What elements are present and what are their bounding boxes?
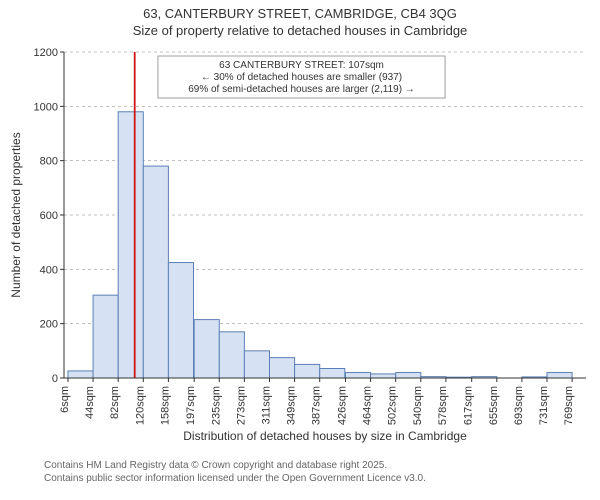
x-tick-label: 197sqm — [185, 386, 197, 425]
y-tick-label: 800 — [40, 156, 58, 168]
y-tick-label: 400 — [40, 264, 58, 276]
x-tick-label: 502sqm — [387, 386, 399, 425]
y-axis-label: Number of detached properties — [9, 132, 23, 297]
annotation-line: ← 30% of detached houses are smaller (93… — [201, 72, 402, 83]
histogram-bar — [547, 373, 572, 378]
histogram-bar — [93, 295, 118, 378]
histogram-bar — [345, 373, 370, 378]
annotation-line: 69% of semi-detached houses are larger (… — [188, 84, 415, 95]
footer-line-1: Contains HM Land Registry data © Crown c… — [44, 460, 600, 473]
x-tick-label: 578sqm — [437, 386, 449, 425]
histogram-bar — [269, 358, 294, 378]
x-tick-label: 655sqm — [488, 386, 500, 425]
x-tick-label: 120sqm — [134, 386, 146, 425]
page-title: 63, CANTERBURY STREET, CAMBRIDGE, CB4 3Q… — [0, 6, 600, 21]
x-tick-label: 464sqm — [362, 386, 374, 425]
y-tick-label: 600 — [40, 210, 58, 222]
x-tick-label: 273sqm — [235, 386, 247, 425]
x-tick-label: 731sqm — [538, 386, 550, 425]
histogram-bar — [371, 374, 396, 378]
y-tick-label: 1200 — [34, 47, 58, 59]
y-tick-label: 1000 — [34, 101, 58, 113]
y-tick-label: 0 — [52, 373, 58, 385]
histogram-bar — [118, 112, 143, 378]
x-tick-label: 82sqm — [109, 386, 121, 419]
histogram-bar — [320, 368, 345, 378]
histogram-bar — [295, 364, 320, 378]
x-tick-label: 44sqm — [84, 386, 96, 419]
histogram-chart: 0 200 400 600 800 1000 1200 63 CANTERBURY STREE… — [0, 38, 600, 458]
x-tick-label: 387sqm — [311, 386, 323, 425]
footer-line-2: Contains public sector information licen… — [44, 473, 600, 486]
x-tick-label: 540sqm — [412, 386, 424, 425]
histogram-bar — [396, 373, 421, 378]
x-tick-label: 349sqm — [286, 386, 298, 425]
histogram-bar — [168, 263, 193, 378]
x-tick-label: 311sqm — [260, 386, 272, 424]
histogram-bar — [219, 332, 244, 378]
histogram-bar — [143, 166, 168, 378]
x-axis-label: Distribution of detached houses by size … — [183, 429, 467, 443]
histogram-bar — [68, 371, 93, 378]
x-tick-label: 158sqm — [159, 386, 171, 425]
y-tick-label: 200 — [40, 319, 58, 331]
x-tick-label: 235sqm — [210, 386, 222, 425]
x-tick-label: 769sqm — [563, 386, 575, 425]
histogram-bar — [194, 320, 219, 378]
page-subtitle: Size of property relative to detached ho… — [0, 23, 600, 38]
annotation-line: 63 CANTERBURY STREET: 107sqm — [219, 60, 384, 71]
x-tick-label: 426sqm — [336, 386, 348, 425]
x-tick-label: 6sqm — [59, 386, 71, 413]
histogram-bar — [244, 351, 269, 378]
x-tick-label: 693sqm — [513, 386, 525, 425]
x-tick-label: 617sqm — [463, 386, 475, 425]
